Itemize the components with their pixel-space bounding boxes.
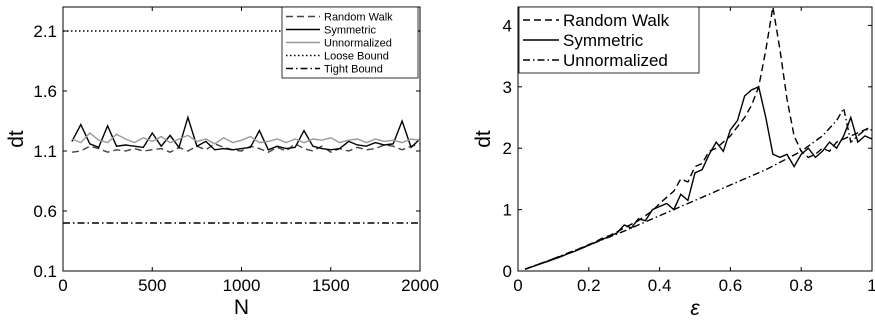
x-tick-label: 0.2: [577, 276, 601, 295]
x-tick-label: 1000: [223, 276, 261, 295]
y-axis-label: dt: [5, 130, 28, 148]
x-tick-label: 0: [513, 276, 522, 295]
x-axis-label: ε: [690, 297, 700, 320]
legend-label: Tight Bound: [324, 63, 383, 75]
series-line-2: [71, 114, 420, 151]
legend-label: Unnormalized: [563, 51, 668, 70]
y-axis-label: dt: [472, 130, 495, 148]
y-tick-label: 2: [503, 139, 512, 158]
y-tick-label: 0.1: [33, 262, 57, 281]
series-line-2: [524, 85, 872, 270]
x-tick-label: 0: [58, 276, 67, 295]
legend-label: Unnormalized: [324, 37, 392, 49]
x-tick-label: 0.4: [648, 276, 672, 295]
y-tick-label: 0: [503, 262, 512, 281]
chart-1: 0 500 1000 1500 2000 0.1 0.6 1.1 1.6 2.1 Ndt Random…: [5, 6, 439, 319]
legend-label: Random Walk: [563, 11, 670, 30]
legend-label: Loose Bound: [324, 50, 389, 62]
series-line-3: [71, 132, 420, 145]
x-tick-label: 2000: [401, 276, 439, 295]
x-axis-label: N: [234, 296, 249, 319]
legend-label: Symmetric: [563, 31, 644, 50]
y-tick-label: 1: [503, 201, 512, 220]
y-tick-label: 4: [503, 16, 512, 35]
legend-label: Symmetric: [324, 24, 376, 36]
x-tick-label: 0.8: [789, 276, 813, 295]
y-tick-label: 0.6: [33, 202, 57, 221]
x-tick-label: 500: [138, 276, 166, 295]
x-tick-label: 0.6: [719, 276, 743, 295]
y-tick-label: 2.1: [33, 22, 57, 41]
legend-label: Random Walk: [324, 11, 393, 23]
series-line-3: [524, 106, 872, 270]
y-tick-label: 1.6: [33, 82, 57, 101]
series-line-1: [71, 142, 420, 153]
chart-2: 0 0.2 0.4 0.6 0.8 1 0 1 2 3 4 ε dt Random WalkSymmetr…: [472, 6, 875, 320]
y-tick-label: 3: [503, 78, 512, 97]
x-tick-label: 1: [867, 276, 875, 295]
series-group: [524, 7, 872, 270]
y-tick-label: 1.1: [33, 142, 57, 161]
x-tick-label: 1500: [312, 276, 350, 295]
